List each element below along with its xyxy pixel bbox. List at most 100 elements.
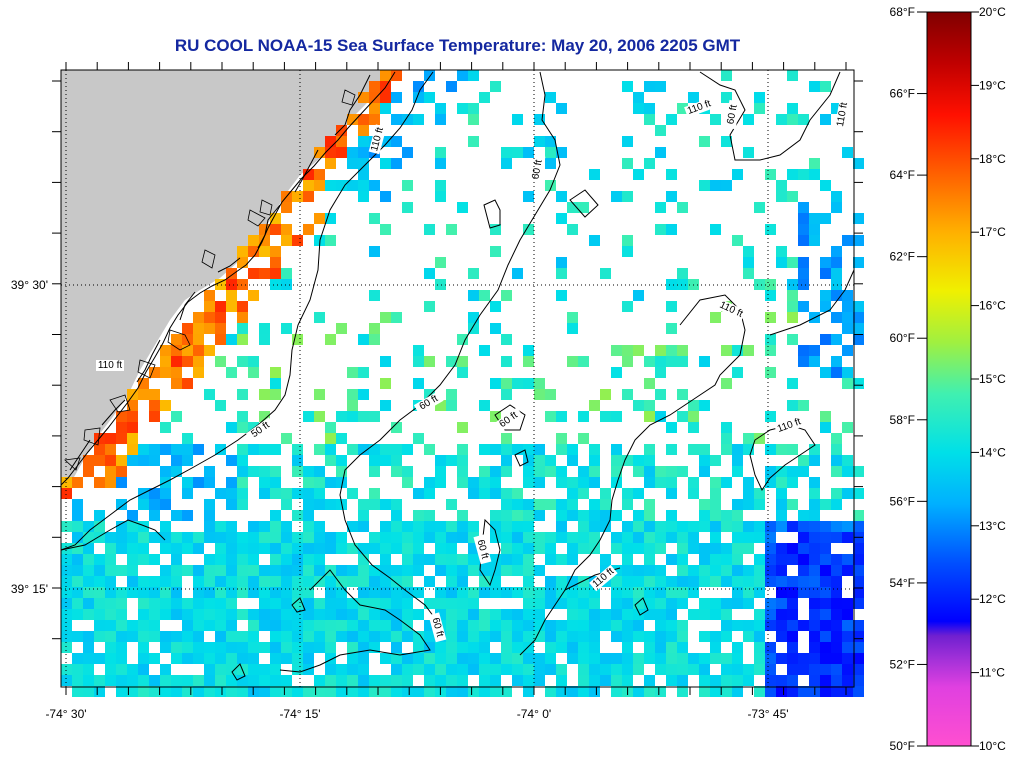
sst-pixel <box>820 290 831 301</box>
sst-pixel <box>567 499 578 510</box>
sst-pixel <box>226 488 237 499</box>
map-title: RU COOL NOAA-15 Sea Surface Temperature:… <box>174 36 741 55</box>
sst-pixel <box>578 631 589 642</box>
sst-pixel <box>391 521 402 532</box>
sst-pixel <box>644 510 655 521</box>
sst-pixel <box>798 576 809 587</box>
sst-pixel <box>787 103 798 114</box>
sst-pixel <box>501 631 512 642</box>
sst-pixel <box>160 367 171 378</box>
sst-pixel <box>61 642 72 653</box>
sst-pixel <box>402 543 413 554</box>
sst-pixel <box>215 323 226 334</box>
sst-pixel <box>567 532 578 543</box>
sst-pixel <box>380 70 391 81</box>
sst-pixel <box>523 609 534 620</box>
sst-pixel <box>556 598 567 609</box>
sst-pixel <box>116 664 127 675</box>
sst-pixel <box>215 576 226 587</box>
sst-pixel <box>853 510 864 521</box>
sst-pixel <box>633 169 644 180</box>
sst-pixel <box>831 521 842 532</box>
sst-pixel <box>424 664 435 675</box>
sst-pixel <box>281 488 292 499</box>
sst-pixel <box>842 235 853 246</box>
sst-pixel <box>468 532 479 543</box>
sst-pixel <box>809 620 820 631</box>
sst-pixel <box>776 444 787 455</box>
sst-pixel <box>820 422 831 433</box>
sst-pixel <box>655 477 666 488</box>
sst-pixel <box>325 499 336 510</box>
sst-pixel <box>292 488 303 499</box>
sst-pixel <box>611 609 622 620</box>
sst-pixel <box>457 367 468 378</box>
sst-pixel <box>171 455 182 466</box>
sst-pixel <box>468 114 479 125</box>
sst-pixel <box>72 587 83 598</box>
sst-pixel <box>413 378 424 389</box>
sst-pixel <box>303 620 314 631</box>
sst-pixel <box>567 609 578 620</box>
sst-pixel <box>358 598 369 609</box>
sst-pixel <box>292 554 303 565</box>
sst-pixel <box>842 532 853 543</box>
sst-pixel <box>567 543 578 554</box>
sst-pixel <box>380 92 391 103</box>
sst-pixel <box>303 180 314 191</box>
sst-pixel <box>501 521 512 532</box>
sst-pixel <box>303 565 314 576</box>
sst-pixel <box>127 620 138 631</box>
sst-pixel <box>666 356 677 367</box>
sst-pixel <box>270 642 281 653</box>
sst-pixel <box>424 653 435 664</box>
sst-pixel <box>391 312 402 323</box>
sst-pixel <box>809 444 820 455</box>
sst-pixel <box>83 631 94 642</box>
sst-pixel <box>820 631 831 642</box>
sst-pixel <box>380 444 391 455</box>
sst-pixel <box>358 92 369 103</box>
sst-pixel <box>633 400 644 411</box>
sst-pixel <box>105 466 116 477</box>
fahrenheit-label: 52°F <box>890 657 915 671</box>
sst-pixel <box>611 576 622 587</box>
sst-pixel <box>182 356 193 367</box>
sst-pixel <box>721 136 732 147</box>
sst-pixel <box>226 620 237 631</box>
sst-pixel <box>809 532 820 543</box>
sst-pixel <box>523 356 534 367</box>
sst-pixel <box>325 675 336 686</box>
sst-pixel <box>677 565 688 576</box>
sst-pixel <box>776 477 787 488</box>
sst-pixel <box>831 312 842 323</box>
sst-pixel <box>314 477 325 488</box>
sst-pixel <box>270 543 281 554</box>
sst-pixel <box>820 609 831 620</box>
sst-pixel <box>501 587 512 598</box>
sst-pixel <box>556 268 567 279</box>
sst-pixel <box>567 444 578 455</box>
sst-pixel <box>446 521 457 532</box>
sst-pixel <box>545 411 556 422</box>
sst-pixel <box>666 224 677 235</box>
sst-pixel <box>622 345 633 356</box>
sst-pixel <box>556 554 567 565</box>
sst-pixel <box>677 620 688 631</box>
sst-pixel <box>512 587 523 598</box>
sst-pixel <box>853 620 864 631</box>
sst-pixel <box>798 114 809 125</box>
sst-pixel <box>699 455 710 466</box>
sst-pixel <box>413 609 424 620</box>
sst-pixel <box>457 653 468 664</box>
sst-pixel <box>358 543 369 554</box>
sst-pixel <box>347 631 358 642</box>
sst-pixel <box>446 576 457 587</box>
sst-pixel <box>842 653 853 664</box>
sst-pixel <box>402 147 413 158</box>
sst-pixel <box>567 631 578 642</box>
sst-pixel <box>831 565 842 576</box>
sst-pixel <box>831 444 842 455</box>
sst-pixel <box>512 609 523 620</box>
sst-pixel <box>105 642 116 653</box>
